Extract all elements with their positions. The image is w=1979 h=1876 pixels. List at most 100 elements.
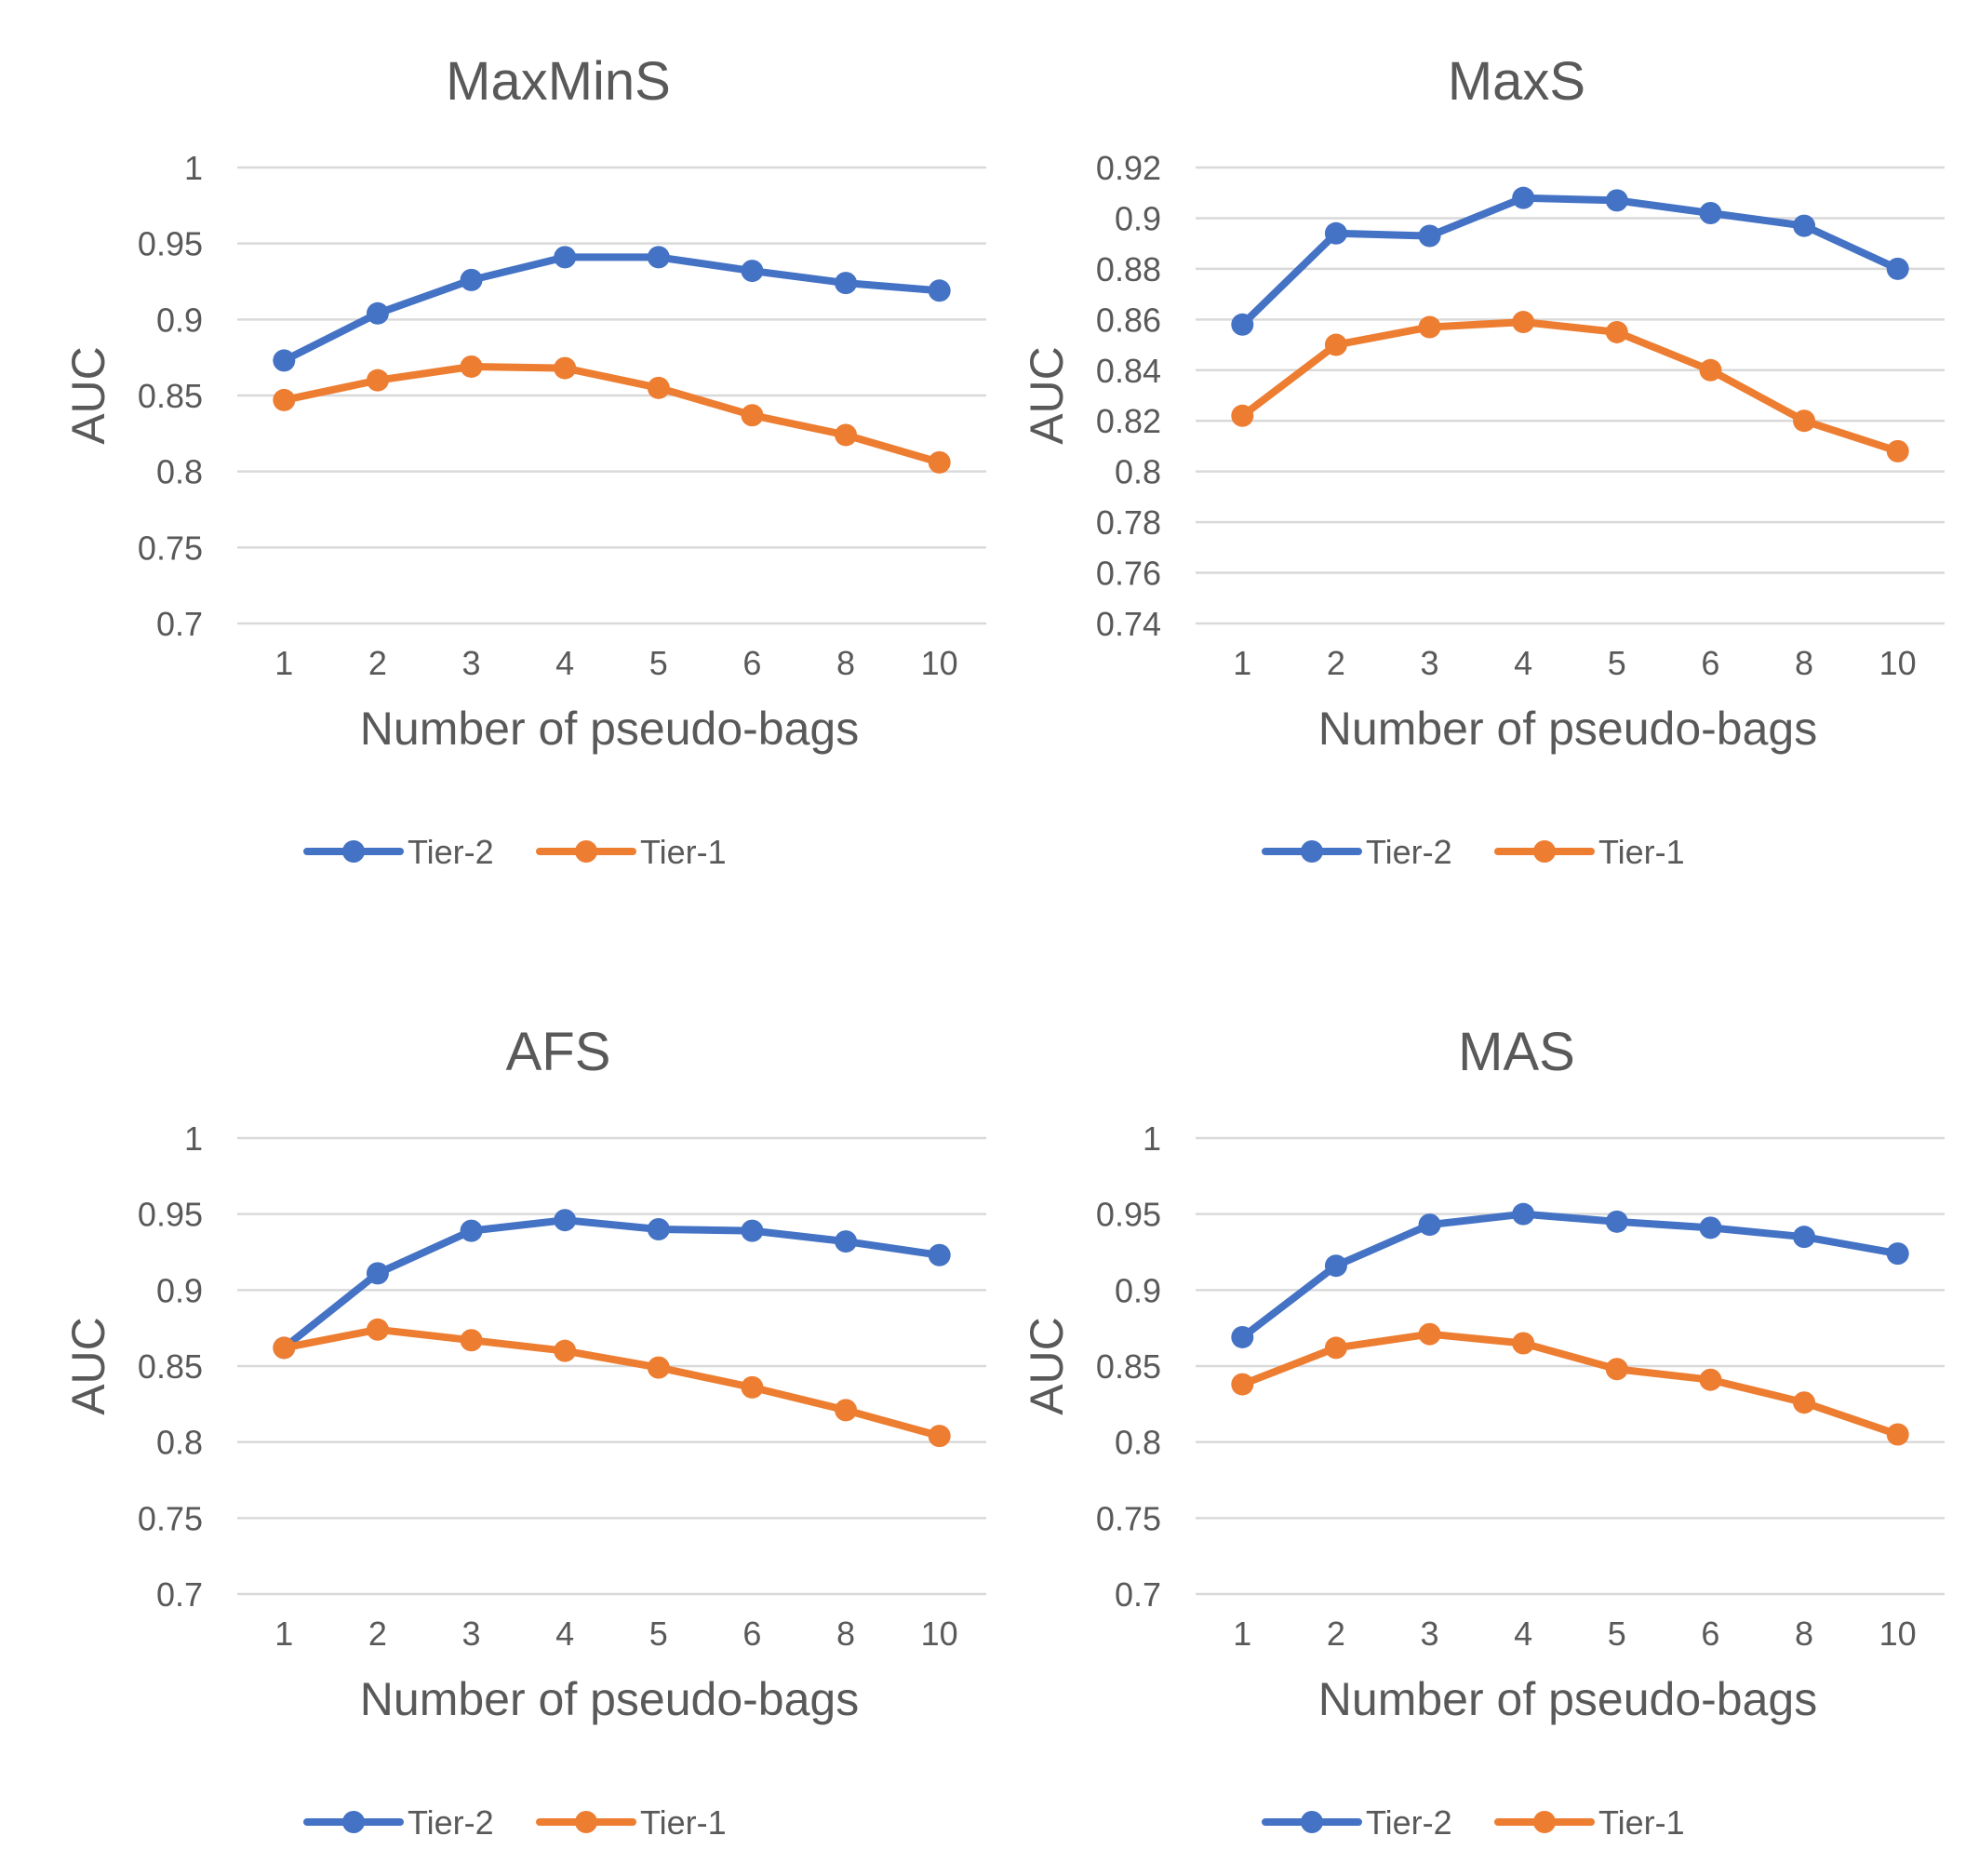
y-tick-label: 0.85 (1096, 1347, 1161, 1386)
data-point (1886, 439, 1909, 462)
data-point (1418, 224, 1441, 248)
data-point (741, 260, 764, 283)
x-tick-label: 10 (921, 644, 958, 682)
x-tick-label: 3 (462, 644, 481, 682)
series-line (280, 363, 943, 466)
data-point (460, 268, 483, 291)
y-tick-label: 0.9 (1115, 199, 1161, 237)
x-tick-label: 1 (1233, 1615, 1251, 1653)
series-line (1238, 194, 1902, 328)
x-axis-label: Number of pseudo-bags (360, 1673, 859, 1725)
data-point (647, 1218, 670, 1240)
legend-item: Tier-2 (1262, 833, 1452, 871)
legend-item: Tier-2 (303, 1803, 494, 1842)
data-point (741, 1375, 764, 1399)
data-point (273, 388, 296, 411)
x-tick-label: 1 (274, 644, 293, 682)
data-point (1512, 1202, 1535, 1226)
data-point (1605, 189, 1628, 212)
y-tick-label: 0.8 (1115, 453, 1161, 491)
data-point (1324, 221, 1347, 245)
chart-panel: AFS 0.7 0.75 0.8 0.85 0.9 0.95 1 1 2 3 4 5 6 8 10 Number… (62, 1022, 986, 1842)
data-point (928, 279, 951, 302)
legend-marker (342, 840, 365, 863)
data-point (1699, 1368, 1722, 1391)
x-tick-label: 4 (1514, 1615, 1532, 1653)
legend-item: Tier-1 (536, 833, 727, 871)
chart-panel: MaxS 0.74 0.76 0.78 0.8 0.82 0.84 0.86 0.88 0.9 0.… (1021, 51, 1945, 871)
chart-title: MAS (1458, 1022, 1575, 1082)
x-tick-label: 2 (1327, 644, 1345, 682)
data-point (835, 272, 858, 295)
data-point (1418, 315, 1441, 339)
data-point (554, 246, 577, 269)
data-point (1324, 1254, 1347, 1278)
data-point (366, 302, 389, 325)
data-point (1512, 1332, 1535, 1355)
y-tick-label: 0.8 (1115, 1424, 1161, 1462)
series-line (1238, 1210, 1902, 1341)
data-point (273, 349, 296, 372)
legend-label: Tier-2 (408, 833, 494, 871)
legend-marker (575, 1811, 597, 1833)
data-point (741, 1219, 764, 1242)
data-point (1231, 404, 1254, 427)
series-line (1238, 318, 1902, 455)
data-point (1231, 313, 1254, 336)
y-tick-label: 0.75 (1096, 1499, 1161, 1537)
data-point (647, 246, 670, 269)
y-tick-label: 0.82 (1096, 402, 1161, 440)
data-point (1418, 1322, 1441, 1346)
chart-title: MaxMinS (446, 51, 671, 112)
data-point (1512, 186, 1535, 209)
data-point (835, 1399, 858, 1422)
data-point (554, 1339, 577, 1362)
data-point (928, 1243, 951, 1266)
data-point (928, 450, 951, 474)
chart-panel: MaxMinS 0.7 0.75 0.8 0.85 0.9 0.95 1 1 2 3 4 5 6 8 10 Nu… (62, 51, 986, 871)
x-tick-label: 8 (836, 1615, 855, 1653)
y-tick-label: 1 (184, 149, 203, 187)
x-axis-label: Number of pseudo-bags (360, 703, 859, 755)
data-point (366, 1318, 389, 1341)
data-point (1886, 1423, 1909, 1446)
y-tick-label: 0.95 (1096, 1196, 1161, 1234)
data-point (1793, 1226, 1816, 1249)
data-point (366, 1262, 389, 1285)
data-point (647, 1356, 670, 1379)
data-point (1793, 214, 1816, 237)
x-tick-label: 2 (1327, 1615, 1345, 1653)
legend-marker (1533, 840, 1556, 863)
y-tick-label: 0.7 (1115, 1575, 1161, 1614)
y-tick-label: 0.78 (1096, 503, 1161, 542)
legend-item: Tier-1 (536, 1803, 727, 1842)
x-axis-label: Number of pseudo-bags (1318, 703, 1817, 755)
x-tick-label: 4 (1514, 644, 1532, 682)
x-tick-label: 6 (742, 644, 761, 682)
legend-label: Tier-1 (1598, 1803, 1685, 1842)
data-point (1605, 320, 1628, 343)
data-point (1605, 1210, 1628, 1233)
data-point (460, 355, 483, 378)
y-axis-label: AUC (62, 346, 114, 445)
y-axis-label: AUC (1021, 346, 1073, 445)
legend-label: Tier-2 (1366, 833, 1452, 871)
data-point (366, 368, 389, 392)
y-tick-label: 0.7 (156, 605, 203, 643)
y-tick-label: 0.84 (1096, 352, 1161, 390)
data-point (460, 1219, 483, 1242)
data-point (647, 376, 670, 399)
legend-marker (575, 840, 597, 863)
legend-label: Tier-1 (640, 833, 727, 871)
y-tick-label: 0.75 (138, 1499, 203, 1537)
y-tick-label: 1 (184, 1119, 203, 1158)
y-tick-label: 1 (1143, 1119, 1161, 1158)
x-tick-label: 6 (1701, 1615, 1719, 1653)
data-point (1793, 1391, 1816, 1414)
data-point (1793, 409, 1816, 433)
y-tick-label: 0.85 (138, 377, 203, 415)
x-tick-label: 5 (649, 1615, 668, 1653)
y-tick-label: 0.85 (138, 1347, 203, 1386)
